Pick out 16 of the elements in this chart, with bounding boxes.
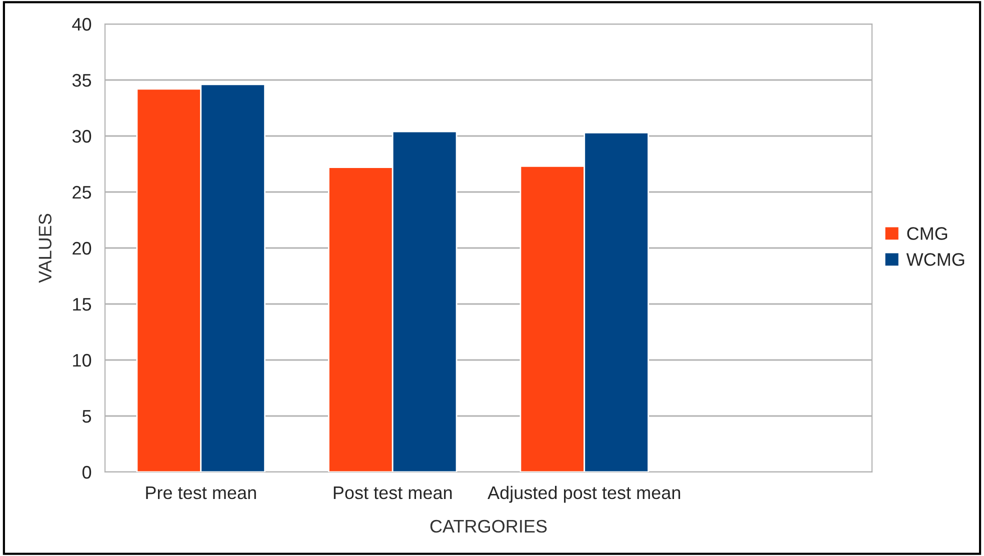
y-tick-label: 30 (72, 130, 92, 143)
y-tick-label: 35 (72, 74, 92, 87)
y-tick-label: 0 (82, 466, 92, 479)
y-axis-title: VALUES (38, 214, 52, 283)
legend-label: WCMG (906, 253, 964, 266)
y-tick-label: 10 (73, 354, 92, 367)
y-tick-label: 15 (73, 298, 92, 311)
x-tick-label: Pre test mean (146, 486, 256, 500)
x-axis-title: CATRGORIES (430, 520, 547, 533)
y-tick-label: 25 (72, 186, 92, 199)
y-tick-label: 5 (82, 410, 92, 423)
x-tick-label: Post test mean (334, 486, 452, 500)
x-tick-label: Adjusted post test mean (488, 486, 680, 503)
y-tick-label: 20 (72, 242, 92, 255)
y-tick-label: 40 (72, 18, 92, 31)
legend-label: CMG (907, 227, 948, 240)
